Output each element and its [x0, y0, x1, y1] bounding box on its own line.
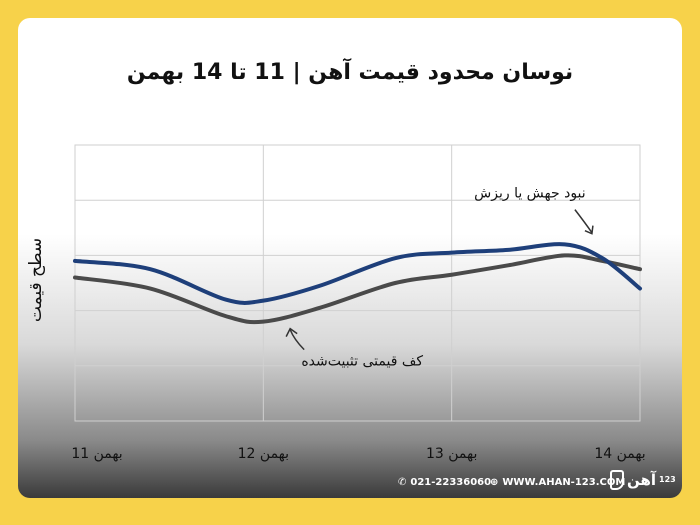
x-tick-label: 12 بهمن	[238, 446, 289, 462]
annotation-arrowhead	[285, 327, 298, 337]
series-line-gray	[73, 253, 642, 325]
y-axis-label: سطح قیمت	[26, 237, 46, 323]
x-tick-label: 11 بهمن	[71, 446, 122, 462]
annotation-arrowhead	[584, 225, 594, 235]
series-line-blue	[73, 242, 642, 305]
logo-text: آهن	[627, 471, 657, 489]
website-link[interactable]: ⊕ WWW.AHAN-123.COM	[490, 477, 625, 488]
chart-title: نوسان محدود قیمت آهن | 11 تا 14 بهمن	[126, 60, 574, 85]
x-tick-label: 13 بهمن	[426, 446, 477, 462]
logo-mark-icon	[610, 470, 624, 490]
x-tick-label: 14 بهمن	[594, 446, 645, 462]
website-url: WWW.AHAN-123.COM	[502, 477, 626, 488]
annotation-arrow	[289, 329, 305, 351]
phone-number: 021-22336060	[410, 477, 492, 488]
brand-logo: 123 آهن	[610, 470, 676, 490]
plot-frame	[74, 144, 641, 422]
phone-icon: ✆	[398, 477, 407, 488]
chart-card: نوسان محدود قیمت آهن | 11 تا 14 بهمن 11 …	[18, 18, 682, 498]
logo-number: 123	[659, 475, 676, 484]
annotation-arrow	[574, 209, 593, 234]
footer: ✆ 021-22336060 ⊕ WWW.AHAN-123.COM 123 آه…	[18, 470, 682, 496]
annotation-label: کف قیمتی تثبیت‌شده	[301, 354, 423, 370]
annotation-label: نبود جهش یا ریزش	[474, 186, 586, 202]
line-chart: 11 بهمن 12 بهمن 13 بهمن 14 بهمن نبود جهش یا …	[71, 144, 646, 462]
phone-contact[interactable]: ✆ 021-22336060	[398, 477, 491, 488]
globe-icon: ⊕	[490, 477, 499, 488]
